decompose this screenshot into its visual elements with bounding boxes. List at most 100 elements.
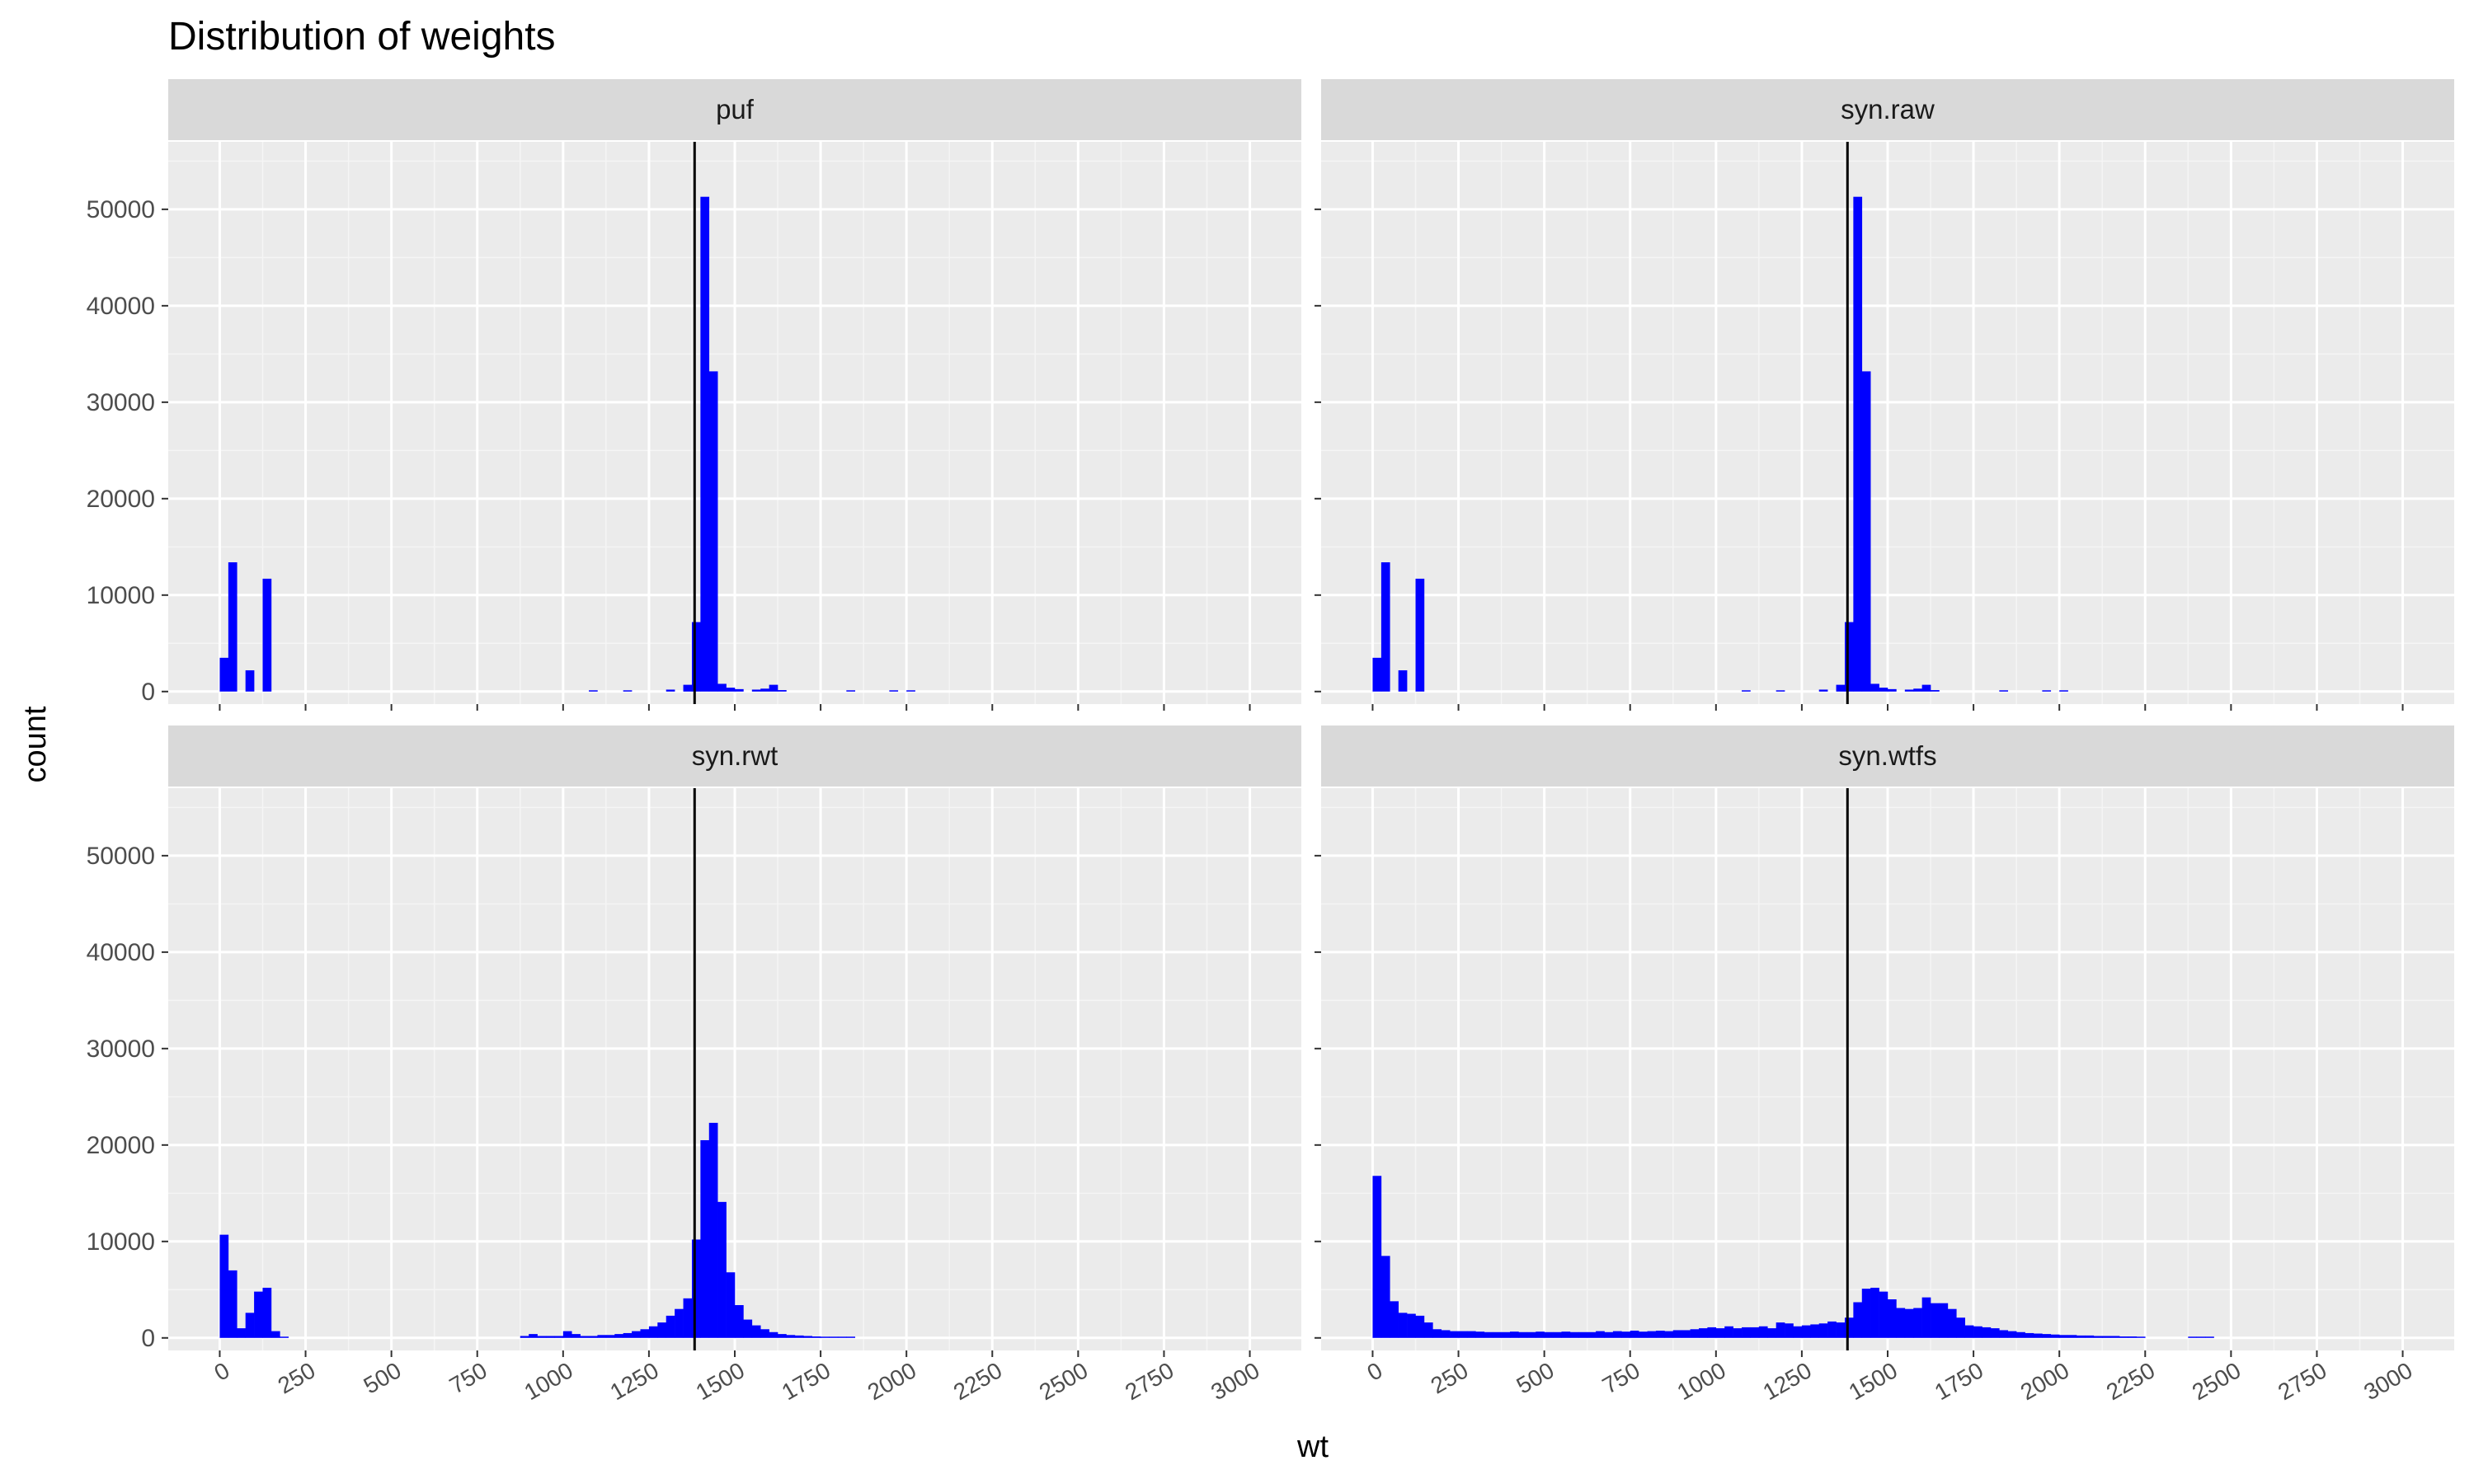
histogram-bar [751, 1325, 761, 1338]
histogram-bar [228, 1270, 238, 1338]
histogram-bar [1466, 1331, 1476, 1338]
facet-panel-puf: puf 0 10000 20000 30000 40000 50000 [87, 79, 1301, 711]
histogram-bar [1415, 1315, 1425, 1338]
histogram-bar [623, 690, 633, 692]
histogram-bar [889, 690, 899, 692]
histogram-bar [1647, 1331, 1657, 1338]
facet-strip-label: syn.raw [1841, 94, 1935, 124]
histogram-bar [811, 1336, 821, 1338]
histogram-bar [1904, 1308, 1914, 1338]
histogram-bar [1818, 689, 1828, 692]
histogram-bar [846, 1336, 856, 1338]
histogram-bar [1526, 1331, 1536, 1338]
histogram-bar [803, 1336, 812, 1338]
histogram-bar [1947, 1308, 1957, 1338]
histogram-bar [554, 1336, 564, 1338]
histogram-bar [778, 1334, 787, 1338]
histogram-bar [786, 1335, 796, 1338]
histogram-bar [640, 1329, 650, 1338]
histogram-bar [1990, 1328, 2000, 1338]
histogram-bar [614, 1334, 623, 1338]
histogram-bar [1836, 684, 1846, 692]
histogram-bar [2042, 690, 2052, 692]
histogram-bar [683, 1298, 693, 1338]
histogram-bar [1398, 1313, 1408, 1338]
histogram-bar [1380, 1256, 1390, 1338]
histogram-bar [1630, 1331, 1639, 1338]
histogram-bar [562, 1331, 572, 1338]
facet-strip [1321, 726, 2454, 787]
histogram-bar [735, 688, 744, 692]
y-tick-label: 20000 [87, 1132, 155, 1159]
histogram-bar [529, 1334, 538, 1338]
histogram-bar [760, 1329, 769, 1338]
histogram-bar [906, 690, 915, 692]
facet-strip [1321, 79, 2454, 140]
histogram-bar [1639, 1331, 1648, 1338]
histogram-bar [219, 657, 229, 692]
histogram-bar [1544, 1331, 1554, 1338]
histogram-bar [1655, 1331, 1665, 1338]
histogram-bar [262, 578, 272, 692]
histogram-bar [605, 1335, 615, 1338]
histogram-bar [751, 689, 761, 692]
histogram-bar [1518, 1331, 1528, 1338]
histogram-bar [691, 1239, 701, 1338]
histogram-bar [1758, 1326, 1768, 1338]
histogram-bar [1604, 1331, 1614, 1338]
histogram-bar [717, 1201, 727, 1338]
histogram-bar [1690, 1329, 1700, 1338]
histogram-bar [1879, 1291, 1888, 1338]
histogram-bar [1973, 1326, 1982, 1338]
histogram-bar [1853, 196, 1863, 692]
histogram-bar [1536, 1331, 1545, 1338]
histogram-bar [1501, 1331, 1511, 1338]
histogram-bar [1372, 657, 1382, 692]
histogram-bar [1888, 1299, 1897, 1338]
histogram-bar [1742, 1327, 1751, 1338]
histogram-bar [657, 1322, 667, 1338]
y-tick-label: 40000 [87, 293, 155, 320]
y-tick-label: 0 [141, 1325, 155, 1352]
histogram-bar [778, 690, 787, 692]
histogram-bar [1707, 1327, 1717, 1338]
histogram-bar [794, 1335, 804, 1338]
histogram-bar [245, 1313, 255, 1338]
facet-strip-label: puf [716, 94, 755, 124]
facet-strip-label: syn.rwt [692, 740, 778, 771]
histogram-bar [2077, 1335, 2086, 1338]
histogram-bar [1913, 1308, 1922, 1338]
histogram-bar [1750, 1327, 1760, 1338]
histogram-bar [1827, 1321, 1837, 1338]
histogram-bar [1896, 1308, 1906, 1338]
histogram-bar [1432, 1329, 1442, 1338]
histogram-bar [2067, 1335, 2077, 1338]
histogram-bar [571, 1334, 581, 1338]
histogram-bar [2059, 690, 2068, 692]
y-tick-label: 0 [141, 679, 155, 706]
histogram-bar [1398, 670, 1408, 692]
histogram-bar [1553, 1331, 1562, 1338]
histogram-bar [1785, 1323, 1794, 1338]
y-tick-label: 50000 [87, 196, 155, 223]
histogram-bar [580, 1336, 590, 1338]
histogram-bar [280, 1336, 289, 1338]
histogram-bar [1870, 683, 1879, 692]
histogram-bar [1921, 684, 1931, 692]
histogram-bar [846, 690, 856, 692]
histogram-bar [1493, 1331, 1502, 1338]
histogram-bar [829, 1336, 839, 1338]
histogram-bar [821, 1336, 830, 1338]
histogram-bar [1931, 1303, 1940, 1338]
histogram-bar [2136, 1336, 2146, 1338]
histogram-bar [1407, 1313, 1416, 1338]
chart-title: Distribution of weights [168, 15, 556, 59]
histogram-bar [1776, 690, 1785, 692]
histogram-bar [1844, 622, 1854, 692]
histogram-bar [726, 1272, 736, 1338]
histogram-bar [1999, 690, 2009, 692]
histogram-bar [254, 1291, 263, 1338]
